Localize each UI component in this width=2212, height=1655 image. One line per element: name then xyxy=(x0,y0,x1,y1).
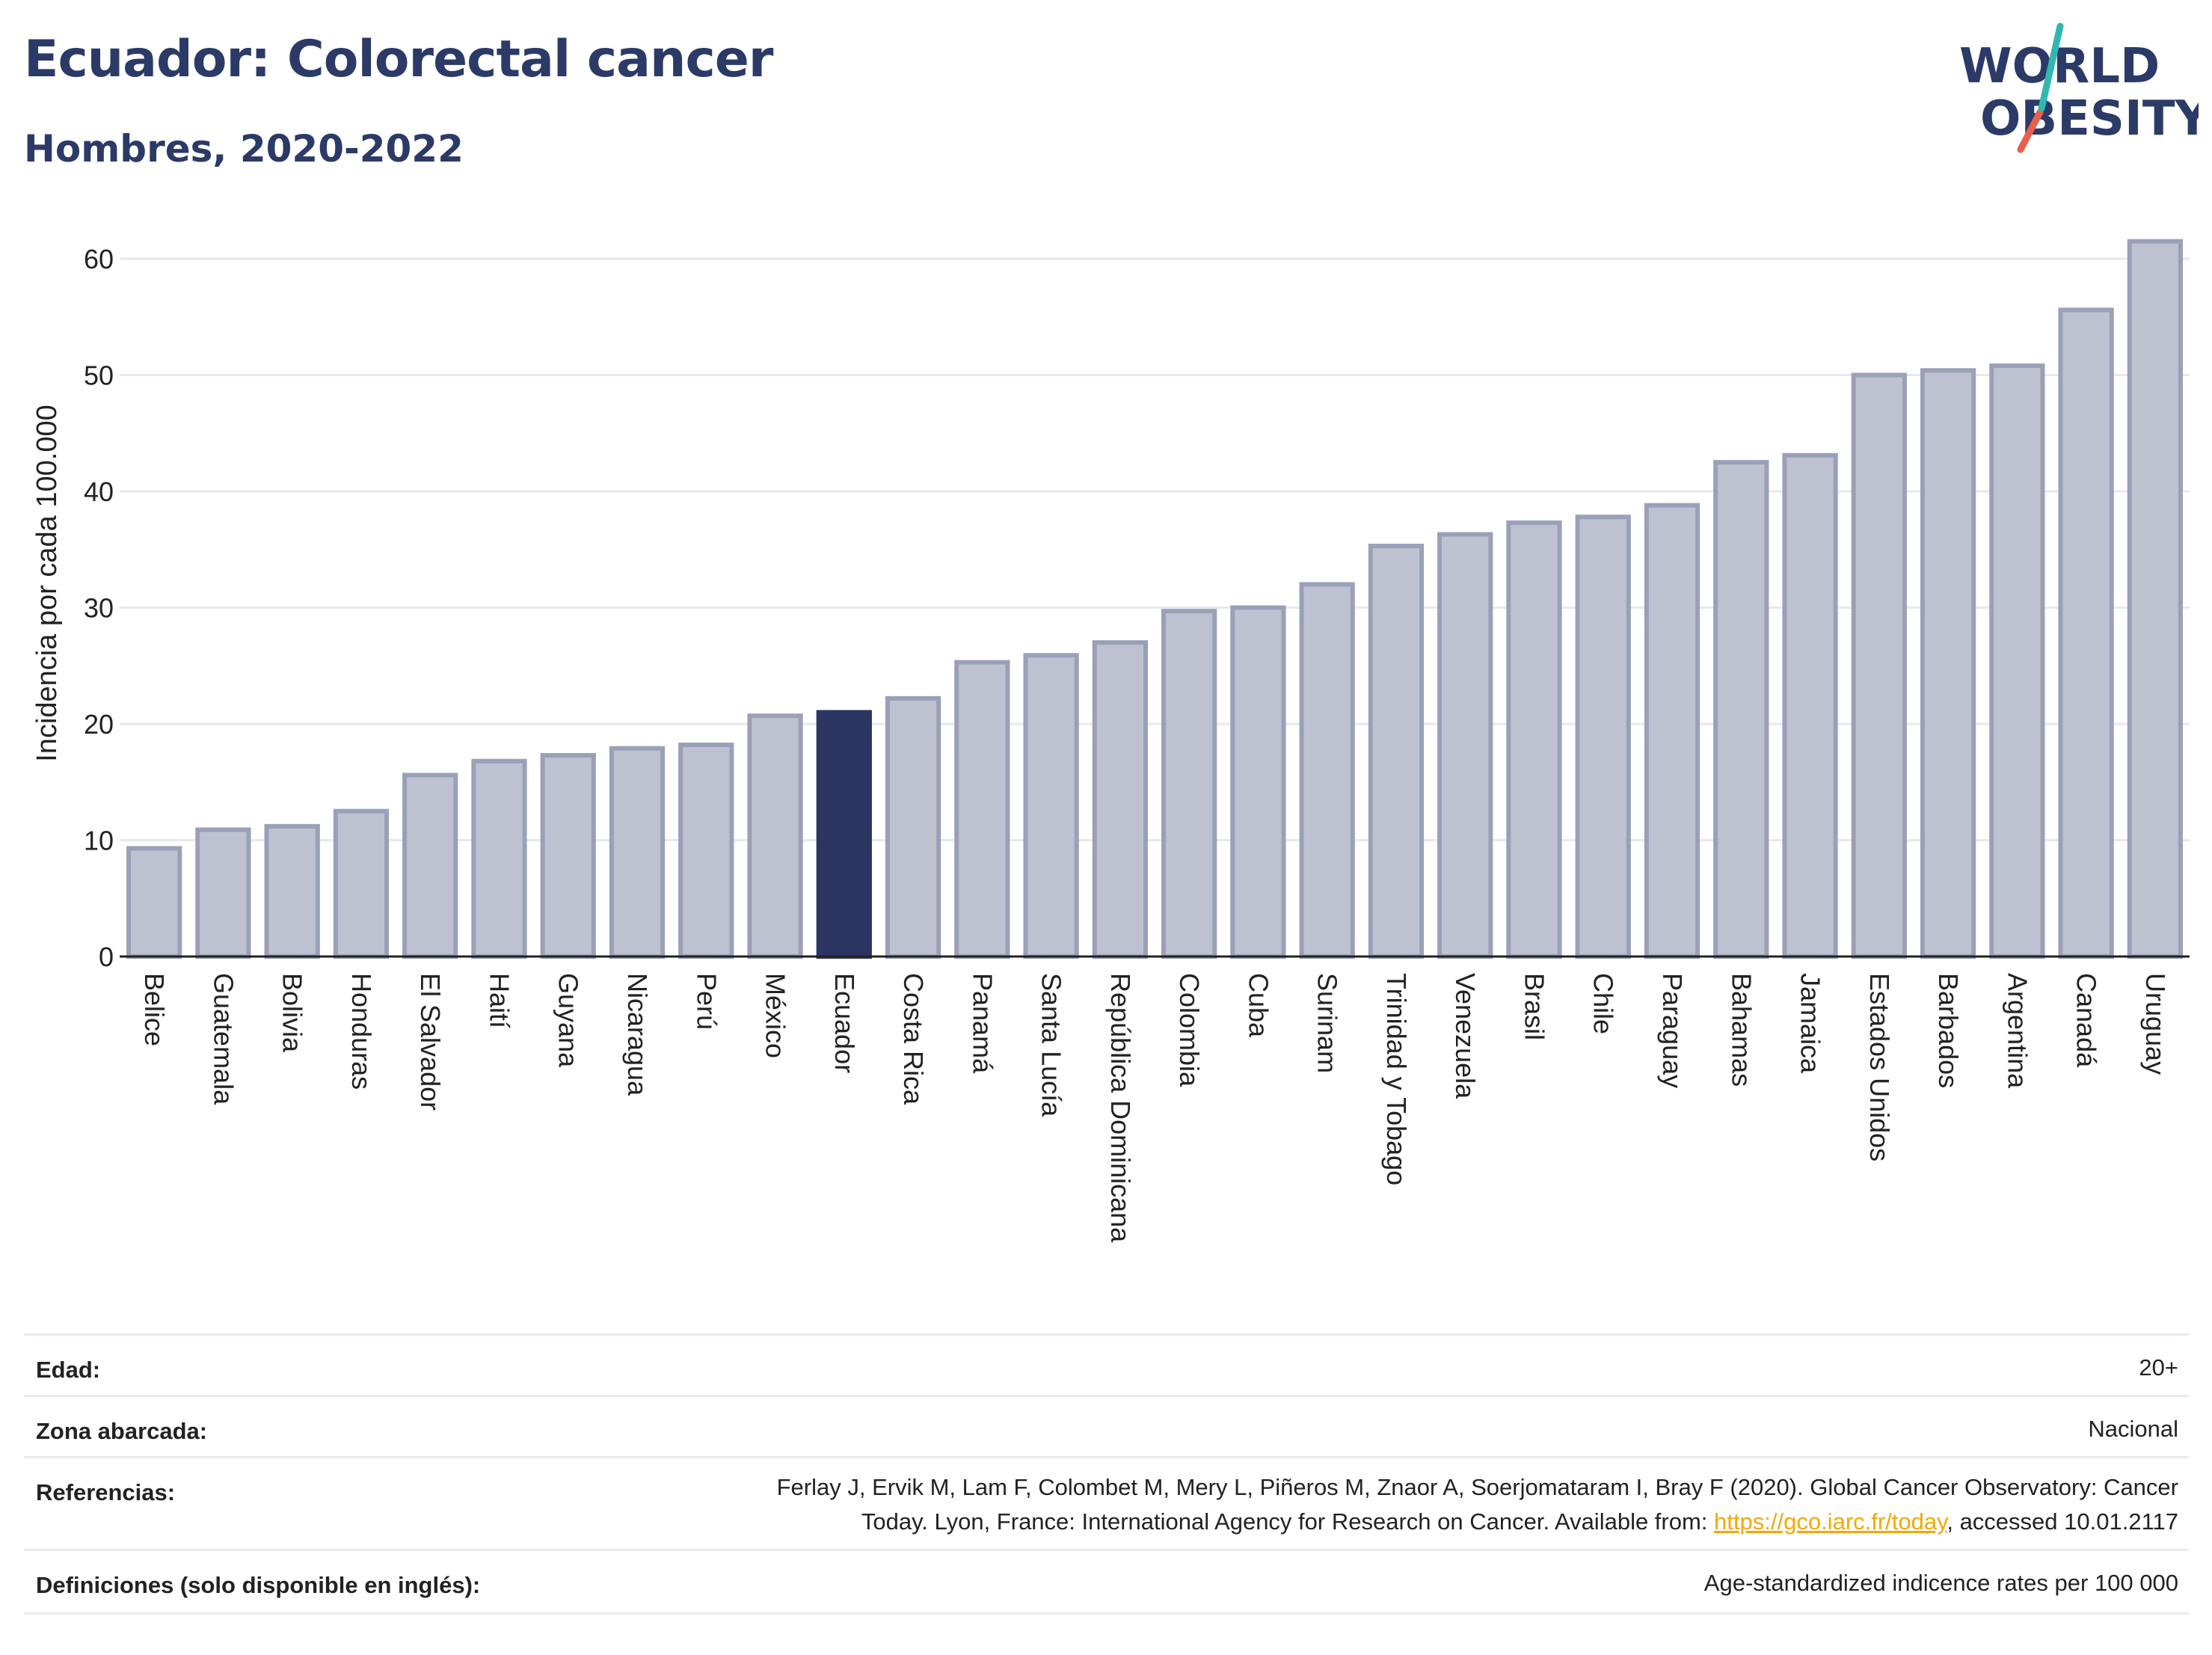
bar-belice[interactable] xyxy=(126,846,182,959)
info-table: Edad: 20+ Zona abarcada: Nacional Refere… xyxy=(24,1333,2189,1618)
bar-chart: 0 10 20 30 40 50 60 Belice Guatemala Bolivia Hondu… xyxy=(31,239,2190,1243)
bar-surinam[interactable] xyxy=(1299,582,1355,959)
x-tick-label: Honduras xyxy=(346,973,377,1090)
chart-subtitle: Hombres, 2020-2022 xyxy=(24,127,464,171)
bar-nicaragua[interactable] xyxy=(609,746,666,959)
age-label: Edad: xyxy=(36,1357,101,1383)
x-tick-label: Surinam xyxy=(1312,973,1343,1073)
world-obesity-logo: WORLD OBESITY xyxy=(1959,22,2199,153)
bar-canadá[interactable] xyxy=(2058,307,2114,959)
references-line2: Today. Lyon, France: International Agenc… xyxy=(861,1508,2178,1535)
bar-guyana[interactable] xyxy=(540,752,596,959)
bar-república-dominicana[interactable] xyxy=(1092,640,1149,959)
x-tick-label: Panamá xyxy=(967,973,998,1074)
x-tick-label: República Dominicana xyxy=(1105,973,1136,1243)
x-tick-label: Canadá xyxy=(2071,973,2102,1068)
x-tick-label: Paraguay xyxy=(1657,973,1688,1088)
bar-colombia[interactable] xyxy=(1161,609,1217,959)
bar-bahamas[interactable] xyxy=(1713,460,1769,959)
bar-perú[interactable] xyxy=(678,742,734,959)
x-tick-label: Colombia xyxy=(1174,973,1205,1087)
x-tick-label: Bahamas xyxy=(1726,973,1757,1087)
x-tick-label: Estados Unidos xyxy=(1864,973,1895,1161)
info-row-references: Referencias: Ferlay J, Ervik M, Lam F, C… xyxy=(24,1456,2189,1551)
x-tick-label: El Salvador xyxy=(415,973,446,1111)
x-tick-label: Venezuela xyxy=(1450,973,1481,1099)
references-link[interactable]: https://gco.iarc.fr/today xyxy=(1714,1508,1947,1535)
bar-estados-unidos[interactable] xyxy=(1851,372,1907,959)
bar-uruguay[interactable] xyxy=(2127,239,2184,959)
definitions-label: Definiciones (solo disponible en inglés)… xyxy=(36,1572,481,1598)
y-tick-label: 50 xyxy=(84,360,114,391)
bar-argentina[interactable] xyxy=(1989,363,2045,959)
bar-bolivia[interactable] xyxy=(264,823,320,959)
bar-costa-rica[interactable] xyxy=(885,696,941,959)
logo-slash-red xyxy=(2017,108,2044,153)
y-tick-label: 60 xyxy=(84,244,114,274)
logo-slash-teal xyxy=(2038,22,2064,112)
x-tick-label: México xyxy=(761,973,791,1058)
info-row-definitions: Definiciones (solo disponible en inglés)… xyxy=(24,1549,2189,1615)
bar-guatemala[interactable] xyxy=(195,827,251,959)
x-tick-label: Haití xyxy=(484,973,514,1028)
x-tick-label: Ecuador xyxy=(829,973,860,1073)
x-tick-label: Argentina xyxy=(2002,973,2033,1089)
x-tick-label: Trinidad y Tobago xyxy=(1381,973,1412,1185)
definitions-value: Age-standardized indicence rates per 100… xyxy=(1703,1570,2178,1596)
x-tick-label: Guyana xyxy=(553,973,584,1068)
x-tick-label: Cuba xyxy=(1243,973,1274,1038)
bar-ecuador[interactable] xyxy=(816,710,872,959)
logo-line1: WORLD xyxy=(1959,39,2160,94)
axes: 0 10 20 30 40 50 60 Belice Guatemala Bolivia Hondu… xyxy=(84,244,2190,1243)
bar-trinidad-y-tobago[interactable] xyxy=(1368,544,1425,959)
bar-panamá[interactable] xyxy=(954,660,1010,959)
bar-barbados[interactable] xyxy=(1920,368,1976,959)
x-tick-label: Costa Rica xyxy=(898,973,929,1105)
y-tick-label: 30 xyxy=(84,593,114,624)
bar-el-salvador[interactable] xyxy=(402,773,458,959)
bar-cuba[interactable] xyxy=(1230,605,1286,959)
bar-jamaica[interactable] xyxy=(1782,452,1838,959)
age-value: 20+ xyxy=(2139,1354,2178,1381)
x-tick-label: Santa Lucía xyxy=(1036,973,1067,1117)
grid-lines xyxy=(120,257,2190,841)
y-axis-label: Incidencia por cada 100.000 xyxy=(31,405,63,761)
references-value: Ferlay J, Ervik M, Lam F, Colombet M, Me… xyxy=(777,1470,2178,1539)
x-tick-label: Guatemala xyxy=(208,973,239,1105)
y-tick-label: 0 xyxy=(99,942,114,972)
info-row-area: Zona abarcada: Nacional xyxy=(24,1395,2189,1458)
references-label: Referencias: xyxy=(36,1479,176,1505)
bar-venezuela[interactable] xyxy=(1437,532,1493,959)
y-tick-label: 40 xyxy=(84,476,114,507)
bars xyxy=(126,239,2184,959)
x-tick-label: Belice xyxy=(139,973,170,1046)
x-tick-label: Brasil xyxy=(1519,973,1549,1040)
x-tick-label: Nicaragua xyxy=(622,973,653,1096)
chart-title: Ecuador: Colorectal cancer xyxy=(24,30,773,89)
x-tick-label: Barbados xyxy=(1933,973,1964,1088)
x-tick-label: Perú xyxy=(691,973,722,1030)
area-label: Zona abarcada: xyxy=(36,1418,208,1444)
bar-méxico[interactable] xyxy=(747,713,803,959)
bar-santa-lucía[interactable] xyxy=(1023,653,1079,959)
y-tick-label: 10 xyxy=(84,826,114,856)
x-tick-label: Uruguay xyxy=(2140,973,2171,1075)
bar-brasil[interactable] xyxy=(1506,520,1562,959)
bar-paraguay[interactable] xyxy=(1644,503,1701,959)
bar-honduras[interactable] xyxy=(333,808,390,959)
bar-haití[interactable] xyxy=(471,758,527,959)
logo-line2: OBESITY xyxy=(1980,91,2199,147)
references-line1: Ferlay J, Ervik M, Lam F, Colombet M, Me… xyxy=(776,1474,2178,1500)
bar-chile[interactable] xyxy=(1575,515,1631,959)
info-row-age: Edad: 20+ xyxy=(24,1333,2189,1397)
x-tick-label: Chile xyxy=(1588,973,1619,1034)
y-tick-label: 20 xyxy=(84,709,114,740)
x-tick-label: Bolivia xyxy=(277,973,308,1053)
x-tick-label: Jamaica xyxy=(1795,973,1826,1074)
area-value: Nacional xyxy=(2088,1416,2178,1442)
